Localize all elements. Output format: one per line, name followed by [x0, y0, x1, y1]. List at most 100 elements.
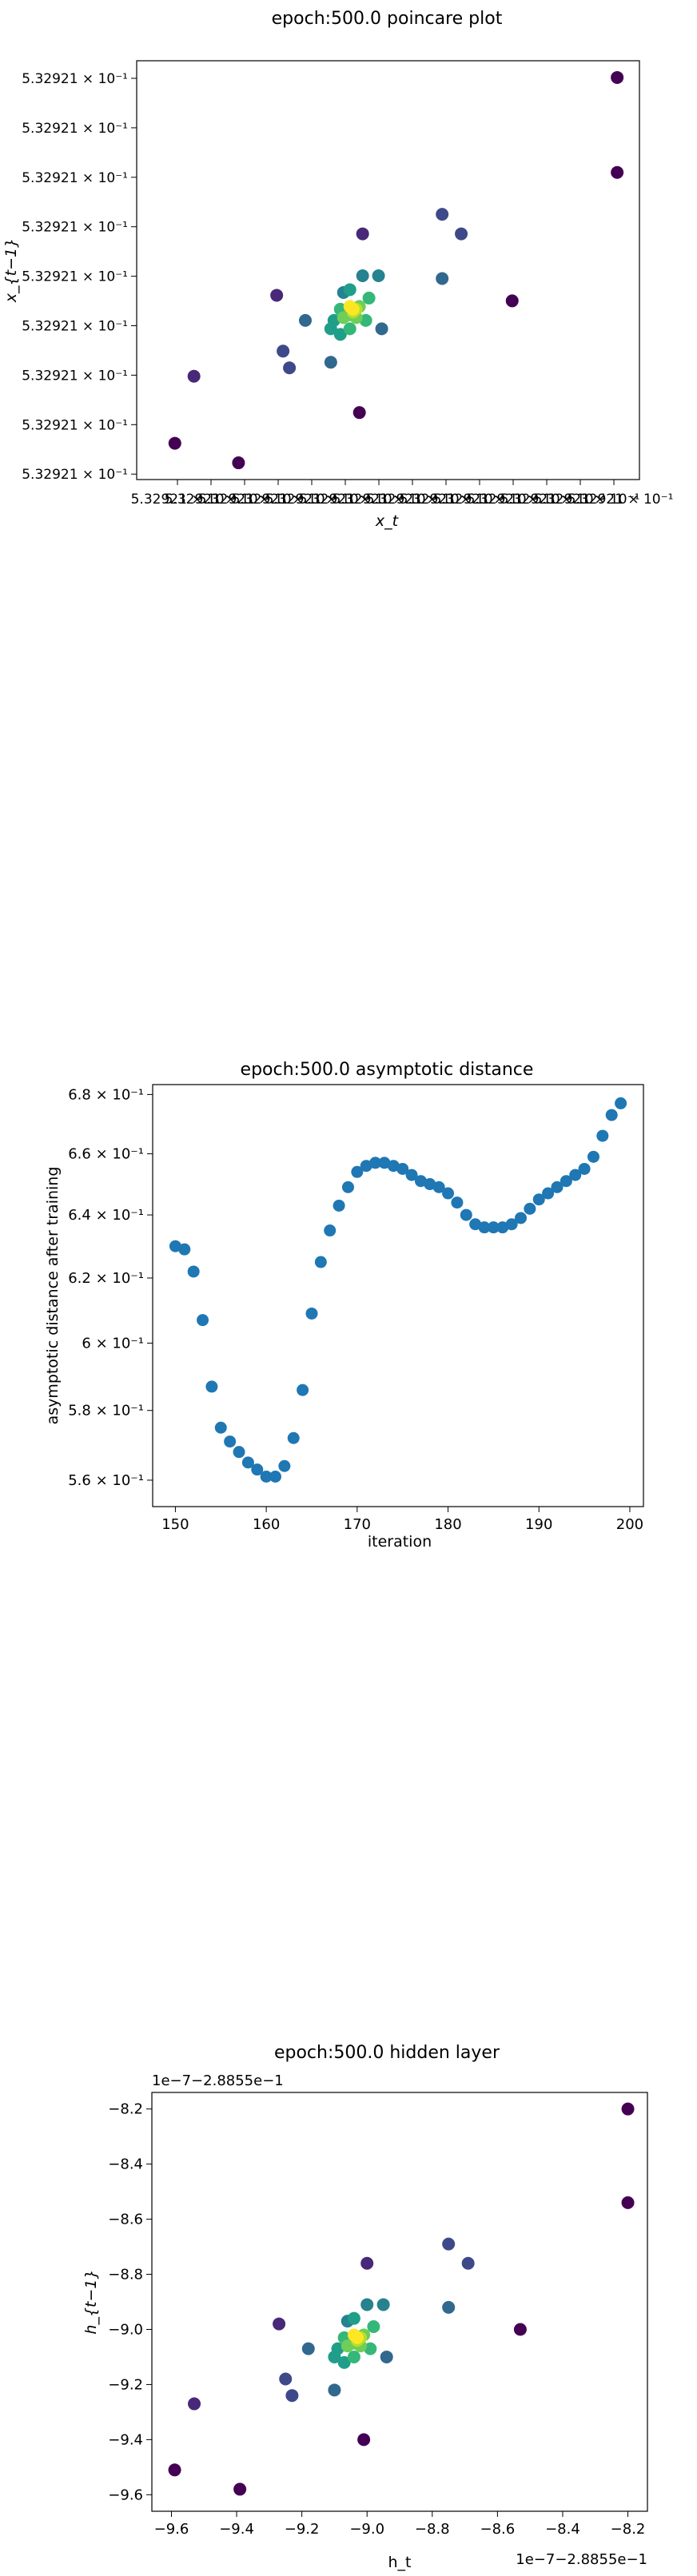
y-tick-label: 6 × 10⁻¹	[82, 1335, 144, 1352]
x-tick-label: 5.32921 × 10⁻¹	[433, 492, 540, 508]
x-tick-label: 5.32921 × 10⁻¹	[131, 492, 237, 508]
data-point	[279, 2372, 293, 2386]
x-tick-label: −9.2	[285, 2521, 320, 2538]
y-tick-label: 6.8 × 10⁻¹	[68, 1086, 144, 1103]
data-point	[532, 1193, 545, 1206]
data-point	[328, 2350, 341, 2363]
data-point	[442, 2237, 456, 2251]
data-point	[505, 1218, 518, 1231]
data-point	[324, 322, 337, 336]
data-point	[513, 2323, 527, 2336]
data-point	[362, 291, 376, 305]
data-point	[424, 1178, 436, 1191]
data-point	[343, 322, 356, 336]
x-tick-label: 150	[161, 1516, 189, 1533]
data-point	[168, 436, 181, 450]
chart-hidden-layer: epoch:500.0 hidden layer 1e−7−2.8855e−1 …	[82, 2043, 648, 2571]
data-point	[333, 1199, 345, 1212]
data-point	[233, 1446, 245, 1459]
data-point	[560, 1175, 572, 1188]
x-axis-label: h_t	[388, 2554, 412, 2571]
data-point	[297, 1384, 309, 1396]
y-tick-label: 5.32921 × 10⁻¹	[22, 121, 128, 137]
y-tick-label: −8.4	[108, 2156, 143, 2173]
data-point	[305, 1307, 318, 1320]
data-point	[324, 356, 337, 369]
y-offset-label: 1e−7−2.8855e−1	[152, 2072, 284, 2089]
data-point	[285, 2389, 299, 2403]
data-point	[188, 2397, 201, 2411]
data-point	[224, 1435, 237, 1448]
data-point	[251, 1463, 264, 1476]
data-point	[287, 1431, 300, 1444]
y-tick-label: 6.2 × 10⁻¹	[68, 1270, 144, 1287]
x-tick-label: −8.6	[480, 2521, 516, 2538]
data-point	[436, 208, 449, 221]
chart-poincare: epoch:500.0 poincare plot 5.32921 × 10⁻¹…	[2, 9, 673, 530]
data-point	[298, 313, 312, 327]
x-tick-label: −8.4	[545, 2521, 580, 2538]
x-axis-label: iteration	[368, 1533, 432, 1551]
y-tick-label: 5.32921 × 10⁻¹	[22, 220, 128, 236]
data-point	[369, 1157, 382, 1169]
data-point	[324, 1224, 337, 1237]
x-tick-label: 5.32921 × 10⁻¹	[232, 492, 338, 508]
x-tick-label: 5.32921 × 10⁻¹	[265, 492, 372, 508]
y-axis: 5.32921 × 10⁻¹ 5.32921 × 10⁻¹ 5.32921 × 10…	[22, 71, 137, 483]
y-axis: 5.6 × 10⁻¹ 5.8 × 10⁻¹ 6 × 10⁻¹ 6.2 × 10⁻¹ 6.…	[68, 1086, 153, 1489]
data-point	[233, 2482, 247, 2496]
data-point	[569, 1169, 582, 1181]
data-point	[214, 1421, 227, 1434]
data-point	[337, 311, 350, 324]
x-tick-label: 5.32921 × 10⁻¹	[400, 492, 506, 508]
y-tick-label: 5.32921 × 10⁻¹	[22, 417, 128, 433]
data-point	[396, 1162, 409, 1175]
chart-title: epoch:500.0 poincare plot	[272, 9, 503, 29]
hidden-points	[168, 2102, 635, 2496]
y-tick-label: 5.8 × 10⁻¹	[68, 1403, 144, 1419]
data-point	[364, 2342, 377, 2355]
data-point	[460, 1208, 472, 1221]
data-point	[387, 1160, 400, 1173]
data-point	[347, 2311, 360, 2325]
x-tick-label: 5.32921 × 10⁻¹	[299, 492, 405, 508]
x-tick-label: 5.32921 × 10⁻¹	[165, 492, 271, 508]
data-point	[205, 1380, 218, 1393]
y-axis: −9.6 −9.4 −9.2 −9.0 −8.8 −8.6 −8.4 −8.2	[108, 2101, 152, 2503]
data-point	[496, 1221, 509, 1234]
data-point	[451, 1196, 464, 1209]
x-tick-label: −8.2	[611, 2521, 646, 2538]
data-point	[372, 269, 385, 282]
y-tick-label: 5.6 × 10⁻¹	[68, 1472, 144, 1489]
x-tick-label: 5.32921 × 10⁻¹	[366, 492, 472, 508]
data-point	[269, 1471, 281, 1483]
x-axis: 150 160 170 180 190 200	[161, 1507, 643, 1533]
data-point	[169, 1240, 181, 1252]
data-point	[350, 2331, 364, 2344]
x-tick-label: 180	[434, 1516, 461, 1533]
data-point	[405, 1169, 418, 1181]
x-tick-label: 5.32921 × 10⁻¹	[198, 492, 305, 508]
data-point	[360, 2256, 374, 2270]
data-point	[347, 2350, 360, 2363]
data-point	[360, 2298, 374, 2311]
data-point	[341, 1181, 354, 1193]
data-point	[442, 2300, 456, 2314]
data-point	[241, 1456, 254, 1469]
y-tick-label: −9.0	[108, 2321, 143, 2338]
data-point	[611, 165, 624, 179]
x-tick-label: −9.6	[154, 2521, 189, 2538]
data-point	[301, 2342, 315, 2355]
data-point	[360, 1160, 372, 1173]
x-axis: 5.32921 × 10⁻¹5.32921 × 10⁻¹5.32921 × 10…	[131, 480, 673, 508]
y-tick-label: 5.32921 × 10⁻¹	[22, 319, 128, 335]
data-point	[455, 227, 468, 241]
y-tick-label: −8.2	[108, 2101, 143, 2118]
x-tick-label: 5.32921 × 10⁻¹	[333, 492, 439, 508]
data-point	[273, 2317, 286, 2331]
data-point	[357, 2433, 371, 2447]
data-point	[197, 1314, 209, 1327]
data-point	[376, 2298, 390, 2311]
y-tick-label: 5.32921 × 10⁻¹	[22, 467, 128, 483]
